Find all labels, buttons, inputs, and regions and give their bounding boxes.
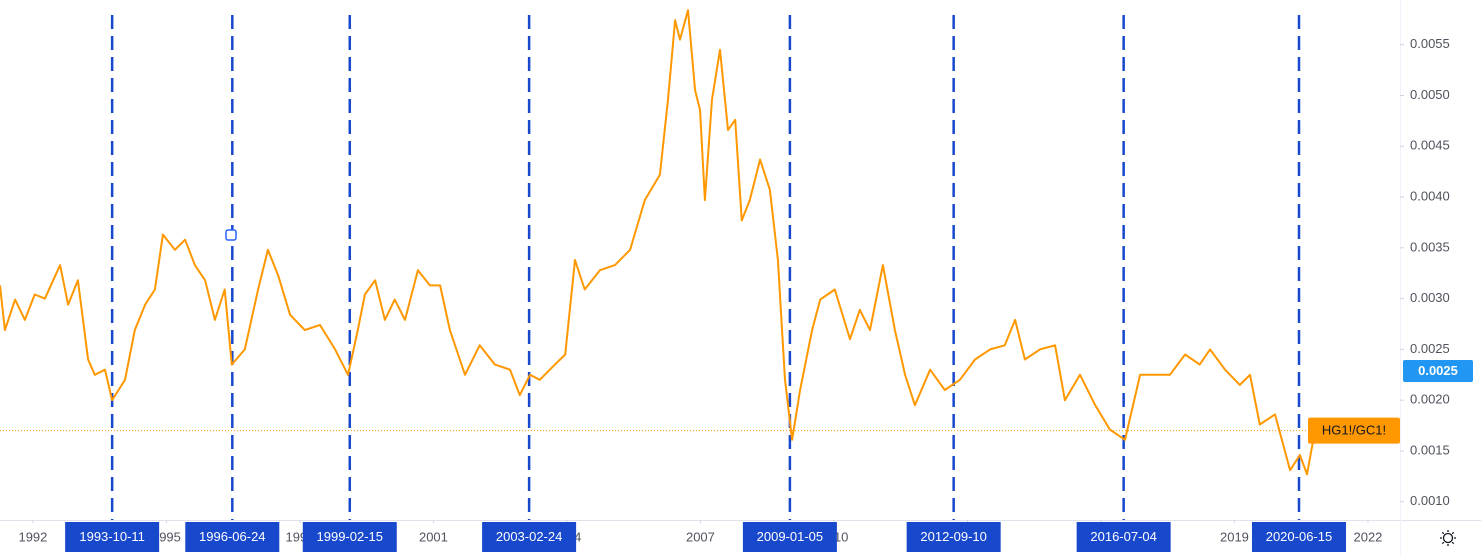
x-tick-label: 1995	[152, 529, 181, 544]
x-tick-label: 2007	[686, 529, 715, 544]
y-tick-label: 0.0035	[1410, 239, 1450, 254]
x-tick-label: 2001	[419, 529, 448, 544]
annotation-label-box	[906, 522, 1001, 552]
annotation-label: 1999-02-15	[317, 529, 384, 544]
annotation-label-box	[302, 522, 397, 552]
settings-icon-spokes[interactable]	[1440, 530, 1456, 546]
y-tick-label: 0.0015	[1410, 442, 1450, 457]
annotation-label: 2003-02-24	[496, 529, 563, 544]
x-tick-label: 2022	[1353, 529, 1382, 544]
annotation-label: 2012-09-10	[920, 529, 987, 544]
drawing-handle[interactable]	[225, 229, 237, 241]
annotation-layer	[110, 15, 1301, 520]
annotation-label: 1996-06-24	[199, 529, 266, 544]
annotation-label-box	[185, 522, 280, 552]
settings-icon[interactable]	[1440, 530, 1456, 546]
annotation-label-box	[482, 522, 577, 552]
annotation-label: 1993-10-11	[79, 529, 145, 544]
label-layer: 1993-10-11 1996-06-24 1999-02-15 2003-02-24…	[65, 417, 1400, 552]
annotation-label: 2020-06-15	[1266, 529, 1333, 544]
y-tick-label: 0.0045	[1410, 138, 1450, 153]
annotation-label: 2009-01-05	[757, 529, 824, 544]
settings-icon-ring[interactable]	[1442, 532, 1454, 544]
series-line	[0, 9, 1316, 476]
y-tick-label: 0.0010	[1410, 493, 1450, 508]
y-tick-label: 0.0050	[1410, 87, 1450, 102]
y-tick-label: 0.0020	[1410, 392, 1450, 407]
x-tick-label: 1992	[18, 529, 47, 544]
price-badge-box	[1403, 360, 1473, 382]
annotation-label: 2016-07-04	[1090, 529, 1157, 544]
y-tick-label: 0.0025	[1410, 341, 1450, 356]
price-badge: 0.0025	[1418, 363, 1458, 378]
x-tick-label: 2019	[1220, 529, 1249, 544]
annotation-label-box	[65, 522, 160, 552]
series-label: HG1!/GC1!	[1322, 423, 1386, 438]
y-tick-label: 0.0055	[1410, 36, 1450, 51]
annotation-label-box	[1251, 522, 1346, 552]
annotation-label-box	[742, 522, 837, 552]
series-layer	[0, 9, 1400, 476]
y-tick-label: 0.0030	[1410, 290, 1450, 305]
annotation-label-box	[1076, 522, 1171, 552]
series-label-box	[1308, 417, 1400, 444]
y-tick-label: 0.0040	[1410, 188, 1450, 203]
